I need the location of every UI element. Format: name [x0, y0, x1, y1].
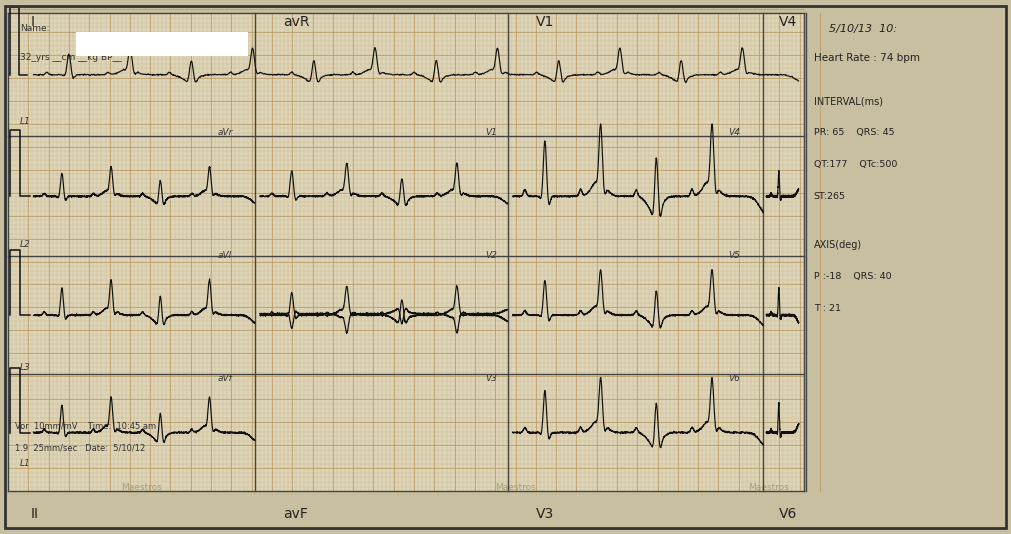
Text: V2: V2 [485, 251, 497, 260]
Bar [76, 32, 248, 56]
Text: V3: V3 [536, 507, 554, 521]
Text: Maestros: Maestros [121, 483, 162, 492]
Text: V1: V1 [485, 128, 497, 137]
Text: Name:: Name: [20, 24, 50, 33]
Text: avF: avF [283, 507, 308, 521]
Text: aVl: aVl [217, 251, 232, 260]
Text: L2: L2 [20, 240, 31, 249]
Text: PR: 65    QRS: 45: PR: 65 QRS: 45 [814, 128, 895, 137]
Bar [8, 13, 804, 491]
Text: V6: V6 [728, 374, 740, 383]
Text: L3: L3 [20, 363, 31, 372]
Text: V6: V6 [778, 507, 797, 521]
Text: 5/10/13  10:: 5/10/13 10: [829, 24, 897, 34]
Text: L1: L1 [20, 459, 31, 468]
Text: QT:177    QTc:500: QT:177 QTc:500 [814, 160, 897, 169]
Text: Vor  10mm/mV    Time:  10:45 am: Vor 10mm/mV Time: 10:45 am [15, 422, 157, 431]
Text: Maestros: Maestros [495, 483, 536, 492]
Text: INTERVAL(ms): INTERVAL(ms) [814, 96, 883, 106]
Text: aVr: aVr [217, 128, 233, 137]
Text: T : 21: T : 21 [814, 304, 841, 313]
Text: ST:265: ST:265 [814, 192, 846, 201]
Text: V4: V4 [728, 128, 740, 137]
Text: 32_yrs __cm __kg BP__: 32_yrs __cm __kg BP__ [20, 53, 121, 62]
Text: I: I [30, 15, 34, 29]
Text: P :-18    QRS: 40: P :-18 QRS: 40 [814, 272, 892, 281]
Text: V3: V3 [485, 374, 497, 383]
Text: V5: V5 [728, 251, 740, 260]
Text: V4: V4 [778, 15, 797, 29]
Text: II: II [30, 507, 38, 521]
Text: Heart Rate : 74 bpm: Heart Rate : 74 bpm [814, 53, 920, 64]
Text: V1: V1 [536, 15, 554, 29]
Text: AXIS(deg): AXIS(deg) [814, 240, 862, 250]
Text: avR: avR [283, 15, 309, 29]
Text: aVf: aVf [217, 374, 233, 383]
Text: L1: L1 [20, 117, 31, 127]
Text: Maestros: Maestros [748, 483, 789, 492]
Text: 1.9  25mm/sec   Date:  5/10/12: 1.9 25mm/sec Date: 5/10/12 [15, 443, 146, 452]
